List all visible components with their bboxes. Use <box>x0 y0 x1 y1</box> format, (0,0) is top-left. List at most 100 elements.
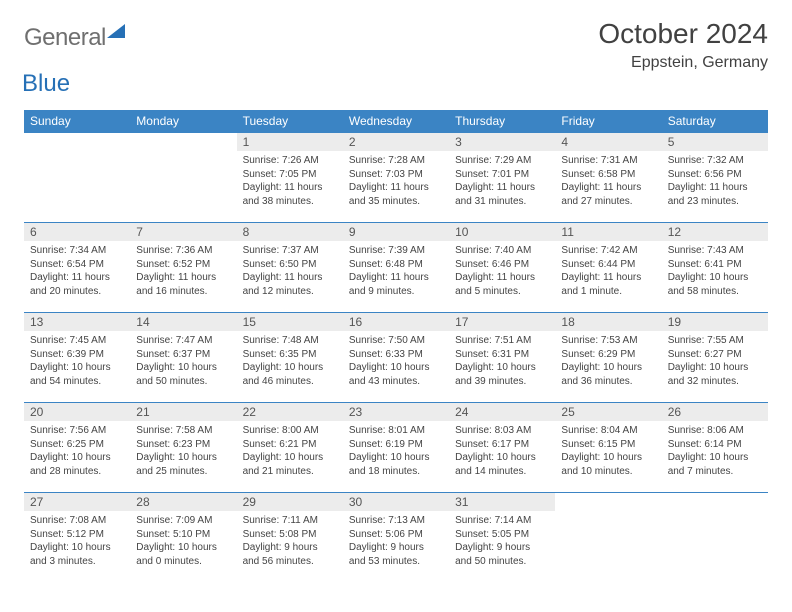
calendar-day-cell: 12Sunrise: 7:43 AMSunset: 6:41 PMDayligh… <box>662 223 768 313</box>
calendar-week-row: 20Sunrise: 7:56 AMSunset: 6:25 PMDayligh… <box>24 403 768 493</box>
daylight-text: Daylight: 9 hours and 56 minutes. <box>243 541 337 568</box>
weekday-header: Thursday <box>449 110 555 133</box>
sunset-text: Sunset: 6:46 PM <box>455 258 549 272</box>
day-details: Sunrise: 7:13 AMSunset: 5:06 PMDaylight:… <box>343 511 449 572</box>
month-title: October 2024 <box>598 18 768 50</box>
daylight-text: Daylight: 11 hours and 35 minutes. <box>349 181 443 208</box>
day-number: 26 <box>662 403 768 421</box>
sunrise-text: Sunrise: 7:13 AM <box>349 514 443 528</box>
day-number: 30 <box>343 493 449 511</box>
calendar-day-cell: 6Sunrise: 7:34 AMSunset: 6:54 PMDaylight… <box>24 223 130 313</box>
calendar-week-row: 13Sunrise: 7:45 AMSunset: 6:39 PMDayligh… <box>24 313 768 403</box>
daylight-text: Daylight: 11 hours and 20 minutes. <box>30 271 124 298</box>
calendar-day-cell: 17Sunrise: 7:51 AMSunset: 6:31 PMDayligh… <box>449 313 555 403</box>
sunset-text: Sunset: 6:39 PM <box>30 348 124 362</box>
daylight-text: Daylight: 11 hours and 5 minutes. <box>455 271 549 298</box>
day-details: Sunrise: 7:47 AMSunset: 6:37 PMDaylight:… <box>130 331 236 392</box>
calendar-day-cell: 20Sunrise: 7:56 AMSunset: 6:25 PMDayligh… <box>24 403 130 493</box>
day-number <box>662 493 768 511</box>
calendar-body: 1Sunrise: 7:26 AMSunset: 7:05 PMDaylight… <box>24 133 768 583</box>
sunrise-text: Sunrise: 8:04 AM <box>561 424 655 438</box>
sunset-text: Sunset: 6:25 PM <box>30 438 124 452</box>
sunset-text: Sunset: 6:31 PM <box>455 348 549 362</box>
calendar-day-cell: 4Sunrise: 7:31 AMSunset: 6:58 PMDaylight… <box>555 133 661 223</box>
day-number: 23 <box>343 403 449 421</box>
calendar-day-cell: 5Sunrise: 7:32 AMSunset: 6:56 PMDaylight… <box>662 133 768 223</box>
location-label: Eppstein, Germany <box>598 54 768 72</box>
daylight-text: Daylight: 10 hours and 36 minutes. <box>561 361 655 388</box>
day-number <box>555 493 661 511</box>
calendar-day-cell: 13Sunrise: 7:45 AMSunset: 6:39 PMDayligh… <box>24 313 130 403</box>
day-details: Sunrise: 7:26 AMSunset: 7:05 PMDaylight:… <box>237 151 343 212</box>
logo: General Blue <box>24 24 125 98</box>
daylight-text: Daylight: 10 hours and 21 minutes. <box>243 451 337 478</box>
calendar-day-cell: 21Sunrise: 7:58 AMSunset: 6:23 PMDayligh… <box>130 403 236 493</box>
day-details: Sunrise: 7:08 AMSunset: 5:12 PMDaylight:… <box>24 511 130 572</box>
day-details: Sunrise: 7:32 AMSunset: 6:56 PMDaylight:… <box>662 151 768 212</box>
calendar-week-row: 1Sunrise: 7:26 AMSunset: 7:05 PMDaylight… <box>24 133 768 223</box>
sunset-text: Sunset: 6:48 PM <box>349 258 443 272</box>
sunset-text: Sunset: 6:17 PM <box>455 438 549 452</box>
calendar-day-cell: 29Sunrise: 7:11 AMSunset: 5:08 PMDayligh… <box>237 493 343 583</box>
day-details: Sunrise: 8:01 AMSunset: 6:19 PMDaylight:… <box>343 421 449 482</box>
daylight-text: Daylight: 10 hours and 50 minutes. <box>136 361 230 388</box>
daylight-text: Daylight: 10 hours and 28 minutes. <box>30 451 124 478</box>
sunset-text: Sunset: 6:58 PM <box>561 168 655 182</box>
sunrise-text: Sunrise: 7:58 AM <box>136 424 230 438</box>
sunset-text: Sunset: 7:03 PM <box>349 168 443 182</box>
calendar-day-cell: 9Sunrise: 7:39 AMSunset: 6:48 PMDaylight… <box>343 223 449 313</box>
day-details: Sunrise: 7:58 AMSunset: 6:23 PMDaylight:… <box>130 421 236 482</box>
daylight-text: Daylight: 10 hours and 10 minutes. <box>561 451 655 478</box>
sunrise-text: Sunrise: 8:03 AM <box>455 424 549 438</box>
day-details: Sunrise: 8:04 AMSunset: 6:15 PMDaylight:… <box>555 421 661 482</box>
day-number: 19 <box>662 313 768 331</box>
day-details: Sunrise: 7:55 AMSunset: 6:27 PMDaylight:… <box>662 331 768 392</box>
day-details: Sunrise: 7:50 AMSunset: 6:33 PMDaylight:… <box>343 331 449 392</box>
daylight-text: Daylight: 11 hours and 12 minutes. <box>243 271 337 298</box>
calendar-day-cell: 25Sunrise: 8:04 AMSunset: 6:15 PMDayligh… <box>555 403 661 493</box>
header: General Blue October 2024 Eppstein, Germ… <box>24 18 768 98</box>
sunset-text: Sunset: 6:23 PM <box>136 438 230 452</box>
day-details: Sunrise: 7:28 AMSunset: 7:03 PMDaylight:… <box>343 151 449 212</box>
calendar-day-cell: 3Sunrise: 7:29 AMSunset: 7:01 PMDaylight… <box>449 133 555 223</box>
daylight-text: Daylight: 10 hours and 54 minutes. <box>30 361 124 388</box>
sunset-text: Sunset: 6:37 PM <box>136 348 230 362</box>
sunrise-text: Sunrise: 7:39 AM <box>349 244 443 258</box>
daylight-text: Daylight: 10 hours and 7 minutes. <box>668 451 762 478</box>
day-details: Sunrise: 8:06 AMSunset: 6:14 PMDaylight:… <box>662 421 768 482</box>
sunrise-text: Sunrise: 7:47 AM <box>136 334 230 348</box>
sunset-text: Sunset: 6:21 PM <box>243 438 337 452</box>
day-details: Sunrise: 7:09 AMSunset: 5:10 PMDaylight:… <box>130 511 236 572</box>
sunrise-text: Sunrise: 7:34 AM <box>30 244 124 258</box>
sunrise-text: Sunrise: 7:31 AM <box>561 154 655 168</box>
daylight-text: Daylight: 10 hours and 58 minutes. <box>668 271 762 298</box>
day-number: 3 <box>449 133 555 151</box>
sunset-text: Sunset: 5:06 PM <box>349 528 443 542</box>
day-details: Sunrise: 7:51 AMSunset: 6:31 PMDaylight:… <box>449 331 555 392</box>
sunrise-text: Sunrise: 7:11 AM <box>243 514 337 528</box>
sunrise-text: Sunrise: 7:45 AM <box>30 334 124 348</box>
daylight-text: Daylight: 11 hours and 16 minutes. <box>136 271 230 298</box>
logo-text-general: General <box>24 24 106 51</box>
sunrise-text: Sunrise: 7:32 AM <box>668 154 762 168</box>
sunset-text: Sunset: 6:44 PM <box>561 258 655 272</box>
day-number: 17 <box>449 313 555 331</box>
sunset-text: Sunset: 6:50 PM <box>243 258 337 272</box>
day-number: 22 <box>237 403 343 421</box>
day-number: 10 <box>449 223 555 241</box>
day-details: Sunrise: 7:37 AMSunset: 6:50 PMDaylight:… <box>237 241 343 302</box>
day-number: 16 <box>343 313 449 331</box>
daylight-text: Daylight: 11 hours and 38 minutes. <box>243 181 337 208</box>
day-details: Sunrise: 7:31 AMSunset: 6:58 PMDaylight:… <box>555 151 661 212</box>
sunrise-text: Sunrise: 7:09 AM <box>136 514 230 528</box>
day-number: 24 <box>449 403 555 421</box>
calendar-day-cell: 18Sunrise: 7:53 AMSunset: 6:29 PMDayligh… <box>555 313 661 403</box>
sunrise-text: Sunrise: 8:00 AM <box>243 424 337 438</box>
sunrise-text: Sunrise: 7:40 AM <box>455 244 549 258</box>
day-number <box>130 133 236 151</box>
sunrise-text: Sunrise: 7:08 AM <box>30 514 124 528</box>
weekday-header-row: SundayMondayTuesdayWednesdayThursdayFrid… <box>24 110 768 133</box>
daylight-text: Daylight: 10 hours and 32 minutes. <box>668 361 762 388</box>
day-number: 15 <box>237 313 343 331</box>
calendar-day-cell: 10 Sunrise: 7:40 AMSunset: 6:46 PMDayligh… <box>449 223 555 313</box>
